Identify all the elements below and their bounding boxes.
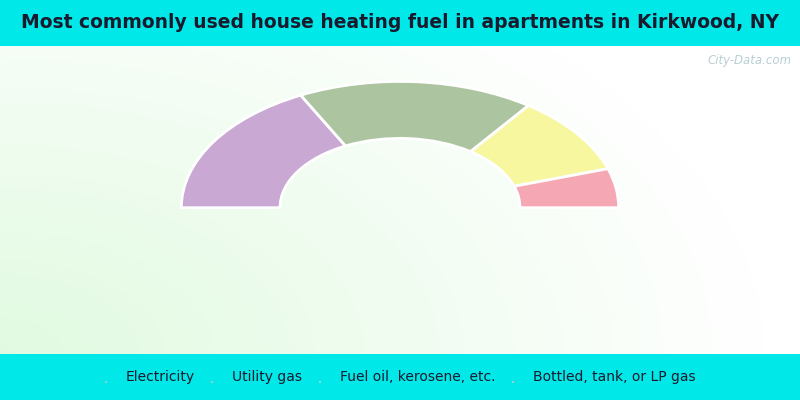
- Wedge shape: [182, 95, 346, 208]
- Wedge shape: [514, 169, 618, 208]
- Wedge shape: [301, 82, 529, 152]
- Legend: Electricity, Utility gas, Fuel oil, kerosene, etc., Bottled, tank, or LP gas: Electricity, Utility gas, Fuel oil, kero…: [105, 370, 695, 384]
- Text: City-Data.com: City-Data.com: [708, 54, 792, 67]
- Wedge shape: [470, 106, 608, 186]
- Text: Most commonly used house heating fuel in apartments in Kirkwood, NY: Most commonly used house heating fuel in…: [21, 14, 779, 32]
